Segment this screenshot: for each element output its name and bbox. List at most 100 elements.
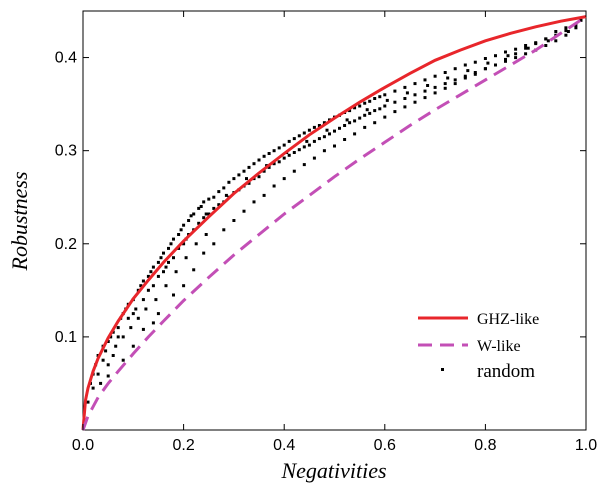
random-point [333,129,336,133]
random-point [245,177,248,181]
x-tick-label: 0.4 [273,437,295,454]
random-point [172,256,175,260]
random-point [302,145,306,149]
random-point [353,106,357,110]
random-point [194,242,198,246]
random-point [139,284,143,288]
random-point [322,121,326,125]
random-point [554,39,558,43]
random-point [131,344,135,348]
random-point [202,216,206,220]
random-point [222,186,226,190]
random-point [292,137,296,141]
random-point [141,298,145,302]
random-point [197,206,201,210]
legend-swatch-random [441,368,444,371]
random-point [141,327,145,331]
random-point [433,74,437,78]
random-point [121,358,125,362]
random-point [453,67,457,71]
random-point [151,321,155,325]
random-point [574,26,578,30]
random-point [504,50,507,54]
y-tick-label: 0.3 [55,143,77,160]
random-point [564,29,568,33]
random-point [277,160,281,164]
random-point [353,132,357,136]
random-point [282,143,286,147]
random-point [267,165,271,169]
random-point [177,233,181,236]
random-point [363,101,367,105]
random-point [154,298,158,302]
random-point [172,237,175,241]
random-point [378,107,382,111]
random-point [144,307,148,311]
random-point [172,293,175,297]
random-point [141,279,145,283]
x-tick-label: 0.8 [474,437,496,454]
random-point [134,307,138,311]
random-point [486,61,490,65]
random-point [385,98,389,102]
legend-label-ghz: GHZ-like [477,311,539,328]
random-point [383,115,387,119]
random-point [136,316,140,320]
random-point [544,44,548,47]
random-point [443,86,447,90]
random-point [167,246,170,250]
random-point [564,33,568,37]
random-point [526,46,530,50]
random-point [393,89,397,93]
random-point [368,99,372,103]
random-point [262,154,266,158]
random-point [302,131,306,135]
random-point [393,100,397,104]
random-point [566,30,570,33]
random-point [494,54,497,58]
random-point [433,91,437,95]
random-point [312,156,316,160]
legend-label-w: W-like [477,338,521,355]
random-point [317,124,321,127]
random-point [272,149,276,153]
random-point [302,163,306,167]
random-point [534,42,538,46]
random-point [131,312,135,316]
random-point [483,57,487,60]
random-point [96,372,100,376]
y-tick-label: 0.2 [55,236,77,253]
random-point [242,209,246,213]
random-point [106,340,110,343]
series-lines-layer [81,15,587,431]
random-point [146,274,150,278]
random-point [305,139,309,143]
random-point [358,104,362,108]
y-tick-label: 0.1 [55,329,77,346]
random-point [514,47,518,51]
random-point [292,169,296,173]
y-axis-title: Robustness [7,172,32,272]
random-point [554,30,558,33]
random-point [272,184,276,188]
random-point [159,256,163,260]
random-point [162,270,165,274]
random-point [443,82,447,86]
random-point [212,195,216,199]
random-point [167,260,170,264]
legend: GHZ-like W-like random [418,311,539,382]
random-point [257,175,261,179]
random-point [312,139,316,143]
random-point [182,223,186,227]
random-point [99,381,103,385]
random-point [322,135,326,139]
random-point [267,152,271,155]
random-point [109,335,113,339]
x-tick-label: 0.6 [374,437,396,454]
random-point [129,326,133,330]
random-point [423,96,427,100]
random-point [199,205,203,208]
random-point [473,60,477,64]
random-point [212,242,216,246]
ghz-like-line [81,15,587,431]
